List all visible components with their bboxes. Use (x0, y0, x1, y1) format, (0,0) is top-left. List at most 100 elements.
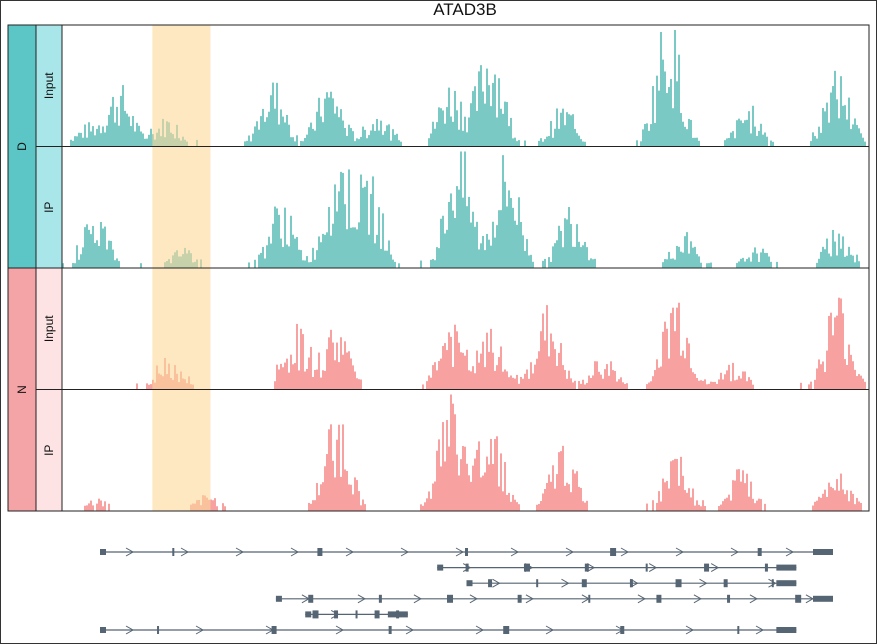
coverage-bar (288, 372, 290, 390)
coverage-bar (530, 254, 532, 268)
strand-chevron (699, 578, 708, 588)
coverage-bar (582, 245, 584, 268)
coverage-bar (280, 363, 282, 390)
coverage-bar (564, 125, 566, 147)
coverage-bar (740, 378, 742, 390)
coverage-bar (388, 124, 390, 147)
coverage-bar (458, 475, 460, 511)
coverage-bar (336, 439, 338, 511)
coverage-bar (336, 106, 338, 147)
exon (723, 579, 728, 588)
coverage-bar (384, 131, 386, 147)
coverage-bar (442, 110, 444, 147)
coverage-bar (84, 505, 86, 511)
track-label-strip (35, 389, 63, 512)
coverage-bar (110, 240, 112, 268)
coverage-bar (694, 505, 696, 511)
coverage-bar (696, 500, 698, 511)
coverage-bar (542, 141, 544, 147)
coverage-bar (666, 93, 668, 147)
coverage-bar (296, 135, 298, 147)
coverage-bar (470, 103, 472, 147)
coverage-bar (540, 331, 542, 390)
coverage-bar (772, 141, 774, 147)
coverage-bar (452, 403, 454, 511)
coverage-bar (672, 460, 674, 511)
coverage-bar (502, 371, 504, 390)
coverage-bar (354, 371, 356, 390)
coverage-bar (846, 255, 848, 268)
coverage-bar (694, 246, 696, 268)
coverage-bar (570, 223, 572, 268)
coverage-bar (776, 261, 778, 268)
coverage-bar (462, 446, 464, 511)
exon (378, 594, 382, 603)
coverage-bar (84, 227, 86, 268)
coverage-bar (578, 135, 580, 147)
coverage-bar (352, 227, 354, 268)
coverage-bar (746, 119, 748, 147)
coverage-bar (96, 128, 98, 147)
coverage-bar (148, 134, 150, 147)
coverage-bar (666, 259, 668, 268)
coverage-bar (346, 352, 348, 390)
coverage-bar (862, 378, 864, 390)
coverage-bar (736, 120, 738, 147)
coverage-bar (544, 258, 546, 268)
coverage-bar (844, 256, 846, 268)
coverage-bar (702, 500, 704, 511)
coverage-bar (722, 379, 724, 390)
coverage-bar (448, 446, 450, 511)
coverage-bar (270, 243, 272, 268)
coverage-bar (538, 503, 540, 511)
coverage-bar (476, 110, 478, 147)
coverage-bar (302, 141, 304, 147)
coverage-bar (848, 246, 850, 268)
coverage-bar (296, 323, 298, 390)
exon (656, 594, 662, 603)
coverage-bar (850, 354, 852, 390)
coverage-bar (354, 141, 356, 147)
coverage-bar (138, 125, 140, 147)
coverage-bar (290, 215, 292, 268)
coverage-bar (488, 239, 490, 268)
exon (465, 548, 468, 556)
coverage-bar (566, 219, 568, 268)
coverage-bar (580, 247, 582, 268)
coverage-bar (342, 120, 344, 147)
coverage-bar (108, 503, 110, 511)
strand-chevron (768, 578, 777, 588)
coverage-bar (670, 258, 672, 268)
strand-chevron (405, 625, 415, 635)
coverage-bar (544, 489, 546, 511)
coverage-bar (328, 97, 330, 147)
coverage-bar (768, 256, 770, 268)
coverage-bar (506, 102, 508, 147)
coverage-bar (282, 247, 284, 268)
coverage-bar (350, 484, 352, 511)
coverage-bar (864, 381, 866, 390)
coverage-bar (860, 375, 862, 390)
exon (610, 548, 617, 556)
track-label-strip (35, 24, 63, 147)
coverage-bar (752, 498, 754, 511)
coverage-bar (664, 71, 666, 147)
coverage-bar (816, 368, 818, 390)
coverage-bar (356, 229, 358, 268)
coverage-bar (360, 174, 362, 268)
coverage-bar (586, 500, 588, 511)
coverage-bar (560, 343, 562, 390)
coverage-bar (488, 85, 490, 147)
coverage-bar (466, 132, 468, 147)
coverage-bar (430, 133, 432, 147)
coverage-bar (666, 480, 668, 511)
coverage-bar (728, 494, 730, 511)
coverage-bar (314, 369, 316, 390)
coverage-bar (492, 221, 494, 268)
coverage-bar (676, 307, 678, 390)
coverage-bar (322, 122, 324, 147)
coverage-bar (814, 379, 816, 390)
coverage-bar (734, 480, 736, 511)
coverage-bar (322, 233, 324, 268)
coverage-bar (550, 481, 552, 511)
